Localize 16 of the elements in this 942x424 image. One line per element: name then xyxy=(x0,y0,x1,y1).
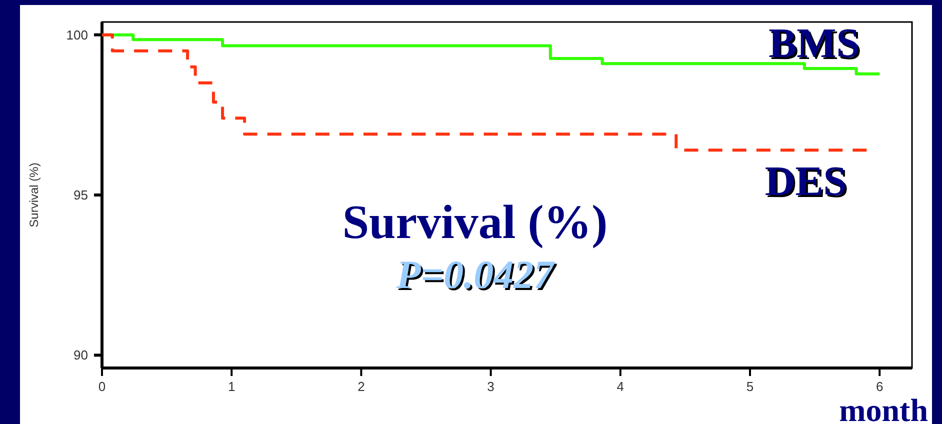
y-axis-title: Survival (%) xyxy=(27,162,41,228)
x-tick-label: 4 xyxy=(616,379,624,394)
x-tick-label: 0 xyxy=(98,379,106,394)
x-tick-label: 6 xyxy=(876,379,884,394)
x-tick-label: 2 xyxy=(358,379,365,394)
x-axis-title: month xyxy=(839,392,928,424)
y-tick-label: 95 xyxy=(74,188,88,203)
y-tick-label: 90 xyxy=(74,348,88,363)
x-tick-label: 3 xyxy=(487,379,494,394)
x-tick-label: 1 xyxy=(228,379,236,394)
series-label: DES xyxy=(764,159,847,206)
x-tick-label: 5 xyxy=(746,379,754,394)
series-label: BMS xyxy=(768,20,860,67)
y-tick-label: 100 xyxy=(66,27,88,42)
text: P=0.0427 xyxy=(397,254,558,299)
text: Survival (%) xyxy=(342,196,608,249)
